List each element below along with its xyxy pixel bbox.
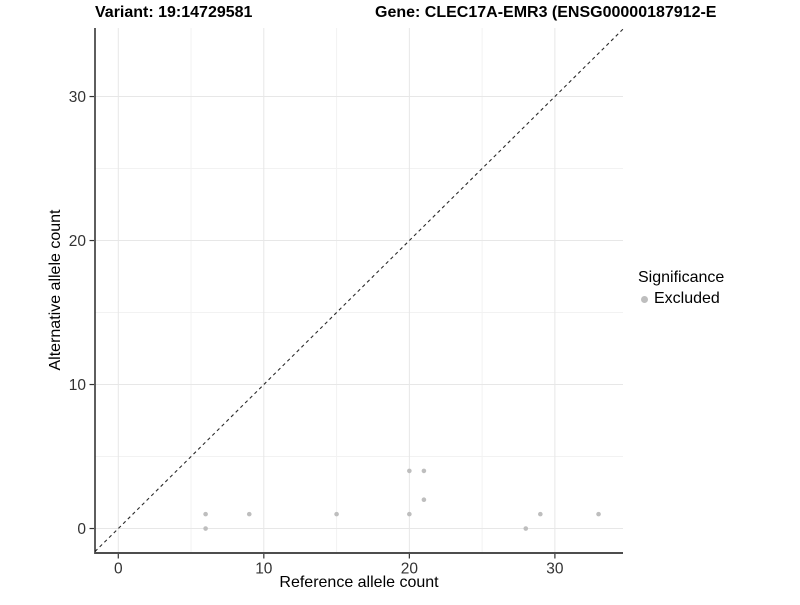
identity-dashed-line bbox=[94, 28, 624, 552]
data-point bbox=[407, 468, 412, 474]
y-axis-title: Alternative allele count bbox=[47, 209, 64, 371]
x-axis-title: Reference allele count bbox=[279, 574, 439, 591]
data-point bbox=[407, 511, 412, 517]
y-tick-label: 30 bbox=[69, 89, 87, 106]
data-point bbox=[421, 497, 427, 503]
data-point bbox=[596, 511, 601, 517]
data-point bbox=[334, 511, 339, 517]
y-tick-label: 20 bbox=[69, 233, 87, 250]
x-tick-label: 0 bbox=[114, 561, 123, 578]
excluded-point-icon bbox=[641, 295, 648, 303]
data-point bbox=[538, 511, 543, 517]
y-tick-label: 0 bbox=[77, 521, 86, 538]
x-tick-label: 10 bbox=[255, 561, 273, 578]
data-point bbox=[421, 468, 427, 474]
data-point bbox=[246, 511, 252, 517]
plot-title-variant: Variant: 19:14729581 bbox=[95, 4, 253, 21]
y-tick-label: 10 bbox=[69, 377, 87, 394]
data-point bbox=[203, 526, 208, 531]
legend-item-excluded: Excluded bbox=[638, 290, 724, 308]
plot-title-gene: Gene: CLEC17A-EMR3 (ENSG00000187912-E bbox=[375, 4, 717, 21]
x-tick-label: 30 bbox=[546, 561, 564, 578]
data-point bbox=[203, 511, 208, 517]
x-tick-label: 20 bbox=[401, 561, 419, 578]
legend-title: Significance bbox=[638, 269, 725, 286]
data-point bbox=[523, 526, 529, 531]
legend: Significance Excluded bbox=[638, 269, 724, 308]
legend-item-label: Excluded bbox=[654, 290, 720, 307]
